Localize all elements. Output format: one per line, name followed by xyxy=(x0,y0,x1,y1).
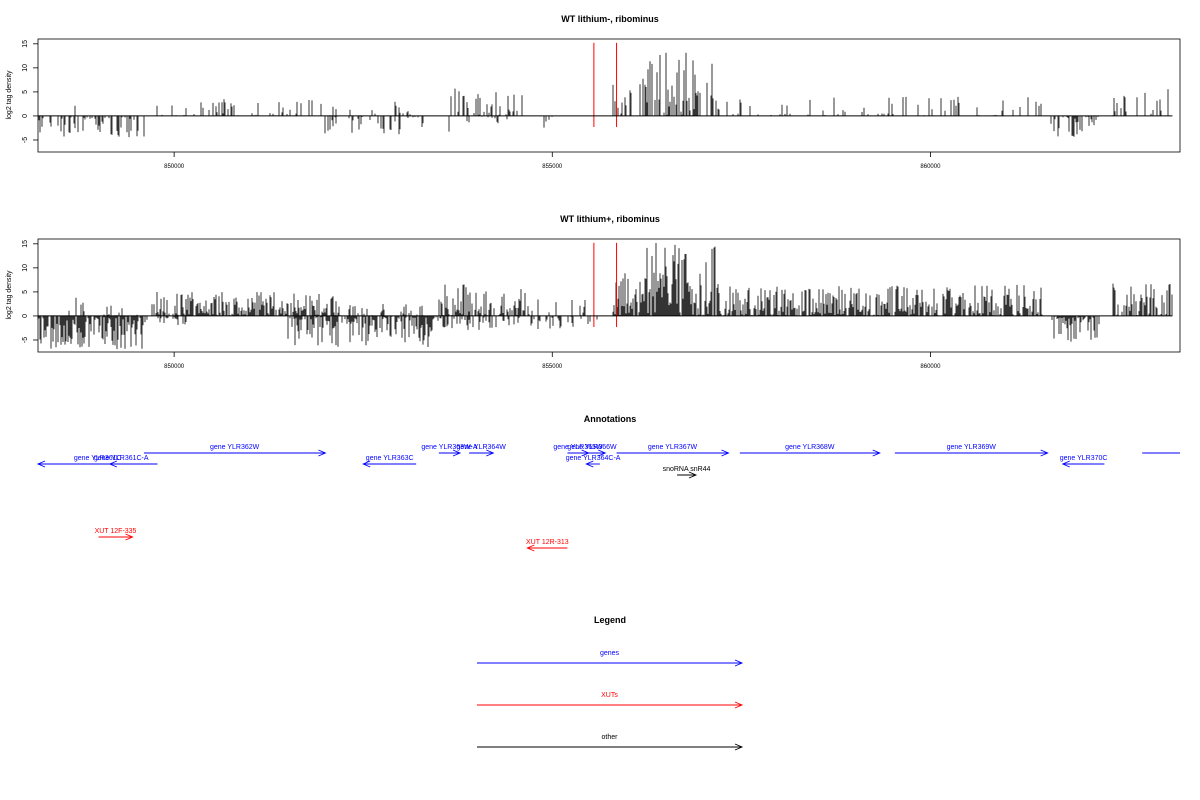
feature-gene-ylr364c-a: gene YLR364C-A xyxy=(566,455,621,468)
x-axis: 850000 855000 860000 xyxy=(164,352,941,370)
feature-label: gene YLR362W xyxy=(210,444,260,451)
arrow-head-left xyxy=(585,460,594,468)
legend-label: other xyxy=(602,734,619,741)
arrow-head-right xyxy=(734,701,744,709)
y-tick-label: 15 xyxy=(22,40,29,48)
red-position-markers xyxy=(593,42,618,127)
arrow-head-right xyxy=(721,449,730,457)
plot-frame xyxy=(37,238,1181,353)
feature-label: XUT 12R-313 xyxy=(526,539,569,546)
feature-label: gene YLR363W-A xyxy=(421,444,477,451)
annotations-title: Annotations xyxy=(584,414,637,424)
feature-label: gene YLR368W xyxy=(785,444,835,451)
feature-gene-ylr364w: gene YLR364W xyxy=(457,444,507,457)
feature-label: gene YLR361C-A xyxy=(94,455,149,462)
feature-xut-12f-335: XUT 12F-335 xyxy=(95,528,137,541)
y-tick-label: 10 xyxy=(22,264,29,272)
feature-gene-ylr368w: gene YLR368W xyxy=(739,444,881,457)
legend: Legend genes XUTs other xyxy=(477,615,744,751)
arrow-head-right xyxy=(872,449,881,457)
legend-label: genes xyxy=(600,650,620,657)
y-tick-label: 0 xyxy=(22,114,29,118)
legend-entry-xuts: XUTs xyxy=(477,692,744,709)
density-bars xyxy=(37,243,1173,350)
arrow-head-right xyxy=(734,743,744,751)
red-position-markers xyxy=(593,242,618,327)
y-tick-label: 15 xyxy=(22,240,29,248)
track-panel-lithium-minus: WT lithium-, ribominus log2 tag density … xyxy=(6,14,1181,170)
x-tick-label: 850000 xyxy=(164,364,185,370)
feature-label: gene YLR364C-A xyxy=(566,455,621,462)
arrow-head-right xyxy=(598,449,607,457)
feature-label: gene YLR367W xyxy=(648,444,698,451)
feature-gene-ylr370c: gene YLR370C xyxy=(1060,455,1108,468)
feature-gene-ylr366w: gene YLR366W xyxy=(567,444,617,457)
feature-gene-ylr363c: gene YLR363C xyxy=(362,455,417,468)
y-tick-label: -5 xyxy=(22,137,29,143)
feature-label: gene YLR364W xyxy=(457,444,507,451)
panel-title: WT lithium+, ribominus xyxy=(560,214,660,224)
legend-entries: genes XUTs other xyxy=(477,650,744,751)
feature-label: gene YLR365W xyxy=(553,444,603,451)
feature-gene-ylr369w: gene YLR369W xyxy=(894,444,1049,457)
x-tick-label: 855000 xyxy=(542,164,563,170)
feature-gene-ylr367w: gene YLR367W xyxy=(616,444,730,457)
legend-entry-genes: genes xyxy=(477,650,744,667)
y-tick-label: 0 xyxy=(22,314,29,318)
arrow-head-left xyxy=(108,460,118,468)
arrow-head-right xyxy=(452,449,462,457)
panel-title: WT lithium-, ribominus xyxy=(561,14,659,24)
x-tick-label: 855000 xyxy=(542,364,563,370)
feature-gene-ylr361c: gene YLR361C xyxy=(36,455,158,468)
feature-label: snoRNA snR44 xyxy=(663,466,711,473)
feature-snorna-snr44: snoRNA snR44 xyxy=(663,466,711,479)
feature-label: gene YLR369W xyxy=(947,444,997,451)
arrow-head-right xyxy=(318,449,327,457)
arrow-head-left xyxy=(36,460,46,468)
arrow-head-left xyxy=(362,460,371,468)
y-axis: -5 0 5 10 15 xyxy=(22,40,38,143)
x-tick-label: 850000 xyxy=(164,164,185,170)
track-panel-lithium-plus: WT lithium+, ribominus log2 tag density … xyxy=(6,214,1181,370)
feature-gene-ylr362w: gene YLR362W xyxy=(143,444,327,457)
y-axis: -5 0 5 10 15 xyxy=(22,240,38,343)
y-axis-label: log2 tag density xyxy=(6,270,13,320)
feature-xut-12r-313: XUT 12R-313 xyxy=(526,539,569,552)
feature-gene-ylr363w-a: gene YLR363W-A xyxy=(421,444,478,457)
arrow-head-left xyxy=(526,544,535,552)
arrow-head-right xyxy=(1040,449,1049,457)
arrow-head-right xyxy=(734,659,744,667)
density-bar-set xyxy=(38,52,1169,138)
y-tick-label: 5 xyxy=(22,290,29,294)
x-tick-label: 860000 xyxy=(920,164,941,170)
arrow-head-right xyxy=(125,533,134,541)
density-bars xyxy=(38,52,1169,138)
feature-label: XUT 12F-335 xyxy=(95,528,137,535)
feature-gene-ylr361c-a: gene YLR361C-A xyxy=(94,455,149,468)
plot-frame xyxy=(37,38,1181,153)
x-axis: 850000 855000 860000 xyxy=(164,152,941,170)
feature-label: gene YLR370C xyxy=(1060,455,1108,462)
y-tick-label: 5 xyxy=(22,90,29,94)
y-tick-label: 10 xyxy=(22,64,29,72)
x-tick-label: 860000 xyxy=(920,364,941,370)
y-tick-label: -5 xyxy=(22,337,29,343)
y-axis-label: log2 tag density xyxy=(6,70,13,120)
feature-label: gene YLR363C xyxy=(366,455,414,462)
density-bar-set xyxy=(37,243,1173,350)
arrow-head-right xyxy=(486,449,495,457)
legend-title: Legend xyxy=(594,615,626,625)
legend-entry-other: other xyxy=(477,734,744,751)
feature-label: gene YLR361C xyxy=(74,455,122,462)
legend-label: XUTs xyxy=(601,692,618,699)
feature-label: gene YLR366W xyxy=(567,444,617,451)
arrow-head-left xyxy=(1061,460,1070,468)
arrow-head-right xyxy=(688,471,698,479)
